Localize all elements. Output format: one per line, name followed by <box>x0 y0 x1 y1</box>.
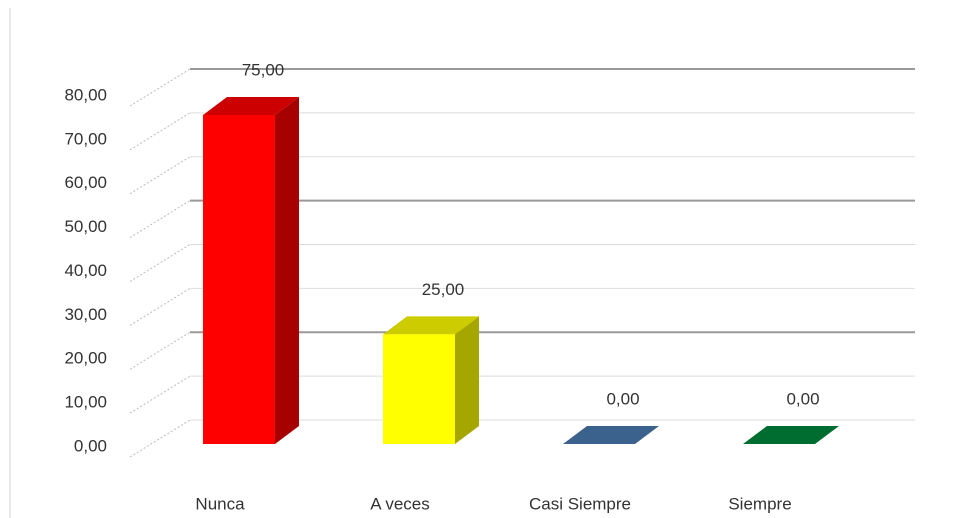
axis-tick <box>129 112 191 151</box>
data-label: 75,00 <box>242 60 285 79</box>
bar-top <box>743 426 839 444</box>
bar-side <box>455 316 479 444</box>
data-label: 25,00 <box>422 280 465 299</box>
bar-top <box>383 316 479 335</box>
y-tick-label: 30,00 <box>64 305 107 324</box>
axis-tick <box>129 68 191 107</box>
y-tick-label: 70,00 <box>64 129 107 148</box>
x-tick-label: Nunca <box>195 494 245 513</box>
axis-tick <box>129 156 191 195</box>
y-tick-label: 80,00 <box>64 85 107 104</box>
axis-tick <box>129 419 191 458</box>
bar-top <box>563 426 659 444</box>
y-tick-label: 60,00 <box>64 173 107 192</box>
x-tick-label: A veces <box>370 494 430 513</box>
x-tick-label: Casi Siempre <box>529 494 631 513</box>
y-tick-label: 10,00 <box>64 393 107 412</box>
y-tick-label: 20,00 <box>64 349 107 368</box>
bar <box>203 114 275 444</box>
data-label: 0,00 <box>786 389 819 408</box>
axis-tick <box>129 375 191 414</box>
y-tick-label: 40,00 <box>64 261 107 280</box>
axis-tick <box>129 200 191 239</box>
x-tick-label: Siempre <box>728 494 791 513</box>
y-tick-label: 0,00 <box>74 436 107 455</box>
bar <box>383 334 455 444</box>
axis-tick <box>129 244 191 282</box>
axis-tick <box>129 331 191 370</box>
data-label: 0,00 <box>606 389 639 408</box>
y-tick-label: 50,00 <box>64 217 107 236</box>
bar-top <box>203 96 299 115</box>
axis-tick <box>129 287 191 326</box>
bar-side <box>275 96 299 444</box>
